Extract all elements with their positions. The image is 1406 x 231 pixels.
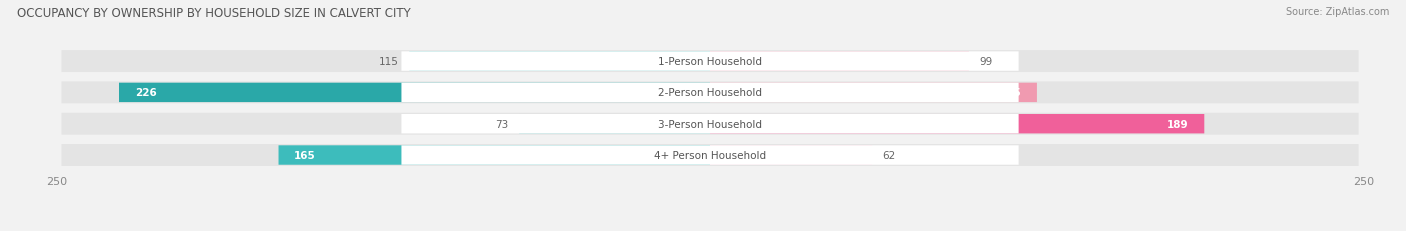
FancyBboxPatch shape bbox=[62, 51, 1358, 73]
Text: 62: 62 bbox=[883, 150, 896, 160]
FancyBboxPatch shape bbox=[710, 52, 969, 71]
Text: 226: 226 bbox=[135, 88, 156, 98]
FancyBboxPatch shape bbox=[402, 52, 1018, 71]
Text: 1-Person Household: 1-Person Household bbox=[658, 57, 762, 67]
FancyBboxPatch shape bbox=[62, 82, 1358, 104]
FancyBboxPatch shape bbox=[62, 144, 1358, 166]
FancyBboxPatch shape bbox=[402, 146, 1018, 165]
FancyBboxPatch shape bbox=[278, 146, 710, 165]
FancyBboxPatch shape bbox=[710, 83, 1038, 103]
Text: 115: 115 bbox=[380, 57, 399, 67]
Text: Source: ZipAtlas.com: Source: ZipAtlas.com bbox=[1285, 7, 1389, 17]
FancyBboxPatch shape bbox=[710, 146, 872, 165]
Text: 125: 125 bbox=[1000, 88, 1021, 98]
FancyBboxPatch shape bbox=[710, 115, 1205, 134]
Text: 99: 99 bbox=[980, 57, 993, 67]
Text: 189: 189 bbox=[1167, 119, 1188, 129]
Text: 3-Person Household: 3-Person Household bbox=[658, 119, 762, 129]
Text: 4+ Person Household: 4+ Person Household bbox=[654, 150, 766, 160]
FancyBboxPatch shape bbox=[62, 113, 1358, 135]
FancyBboxPatch shape bbox=[519, 115, 710, 134]
Text: 2-Person Household: 2-Person Household bbox=[658, 88, 762, 98]
Text: OCCUPANCY BY OWNERSHIP BY HOUSEHOLD SIZE IN CALVERT CITY: OCCUPANCY BY OWNERSHIP BY HOUSEHOLD SIZE… bbox=[17, 7, 411, 20]
FancyBboxPatch shape bbox=[120, 83, 710, 103]
FancyBboxPatch shape bbox=[402, 83, 1018, 103]
Text: 165: 165 bbox=[294, 150, 316, 160]
FancyBboxPatch shape bbox=[402, 115, 1018, 134]
FancyBboxPatch shape bbox=[409, 52, 710, 71]
Text: 73: 73 bbox=[495, 119, 509, 129]
